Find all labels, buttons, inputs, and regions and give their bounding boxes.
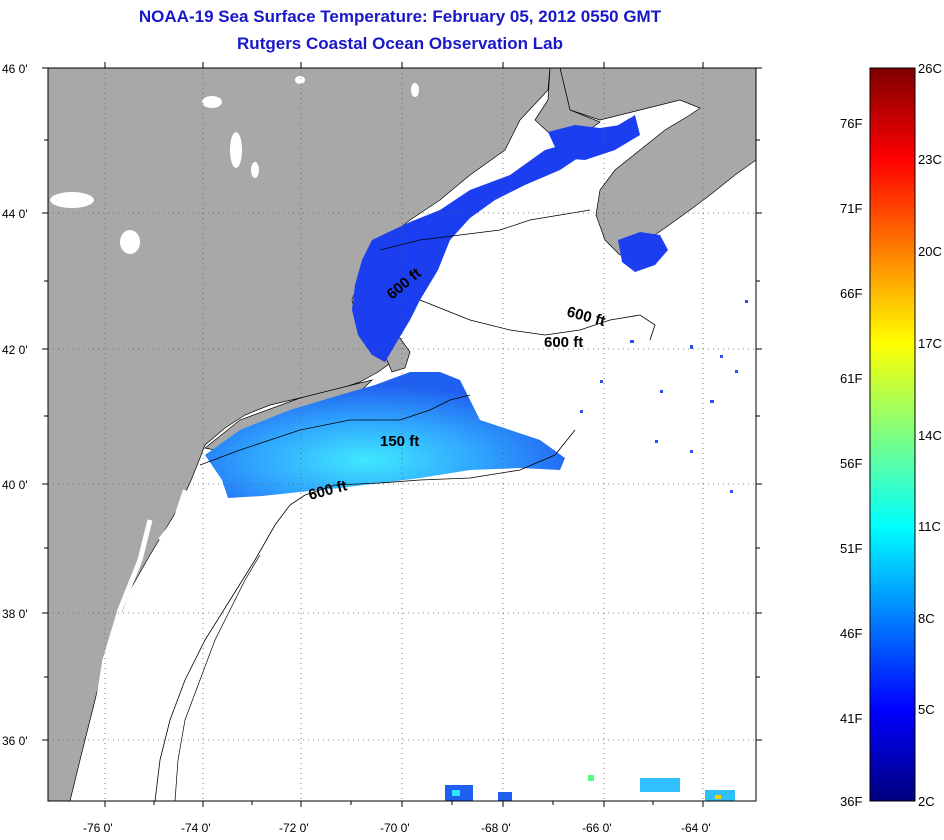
bathymetry-contour-150ft [199, 394, 471, 466]
contour-label-georges: 600 ft [544, 334, 583, 351]
lon-label-72: -72 0' [279, 821, 309, 835]
colorbar-f-36: 36F [840, 794, 862, 809]
sst-scotian-shelf [618, 232, 668, 272]
contour-label-150: 150 ft [380, 433, 419, 450]
lat-label-38: 38 0' [2, 607, 28, 621]
sst-bay-of-fundy [548, 115, 640, 160]
colorbar-f-51: 51F [840, 541, 862, 556]
colorbar-c-17: 17C [918, 336, 942, 351]
colorbar-f-61: 61F [840, 371, 862, 386]
lon-label-74: -74 0' [181, 821, 211, 835]
land-chesapeake-bay [82, 519, 153, 781]
lat-label-44: 44 0' [2, 207, 28, 221]
lat-label-36: 36 0' [2, 734, 28, 748]
lon-label-76: -76 0' [83, 821, 113, 835]
colorbar-f-41: 41F [840, 711, 862, 726]
colorbar-c-26: 26C [918, 61, 942, 76]
bathymetry-contour-inner [174, 554, 261, 801]
bathymetry-contour-600ft-north [419, 299, 656, 341]
colorbar-c-5: 5C [918, 702, 935, 717]
temperature-colorbar [869, 67, 916, 802]
colorbar-f-71: 71F [840, 201, 862, 216]
lon-label-64: -64 0' [681, 821, 711, 835]
colorbar-c-11: 11C [918, 519, 941, 534]
sst-gulf-of-maine [352, 118, 630, 362]
graticule [48, 68, 756, 801]
sst-bottom-edge-pixels [445, 775, 735, 801]
land-nova-scotia [559, 68, 756, 256]
colorbar-c-20: 20C [918, 244, 942, 259]
lon-label-66: -66 0' [582, 821, 612, 835]
lat-label-46: 46 0' [2, 62, 28, 76]
bathymetry-contour-600ft-south [154, 429, 576, 801]
colorbar-f-76: 76F [840, 116, 862, 131]
colorbar-f-46: 46F [840, 626, 862, 641]
lon-label-70: -70 0' [380, 821, 410, 835]
inland-lakes [50, 76, 419, 254]
lon-label-68: -68 0' [481, 821, 511, 835]
colorbar-c-14: 14C [918, 428, 942, 443]
colorbar-c-2: 2C [918, 794, 935, 809]
colorbar-f-66: 66F [840, 286, 862, 301]
map-title: NOAA-19 Sea Surface Temperature: Februar… [138, 7, 662, 26]
sst-scattered-pixels [580, 300, 748, 493]
axis-ticks [42, 62, 762, 807]
colorbar-f-56: 56F [840, 456, 862, 471]
lat-label-42: 42 0' [2, 343, 28, 357]
sst-southern-new-england-shelf [205, 372, 565, 498]
colorbar-c-23: 23C [918, 152, 942, 167]
map-subtitle: Rutgers Coastal Ocean Observation Lab [237, 34, 563, 53]
colorbar-c-8: 8C [918, 611, 935, 626]
land-delaware-bay [158, 489, 187, 542]
lat-label-40: 40 0' [2, 478, 28, 492]
bathymetry-contour-gulf [379, 209, 591, 251]
